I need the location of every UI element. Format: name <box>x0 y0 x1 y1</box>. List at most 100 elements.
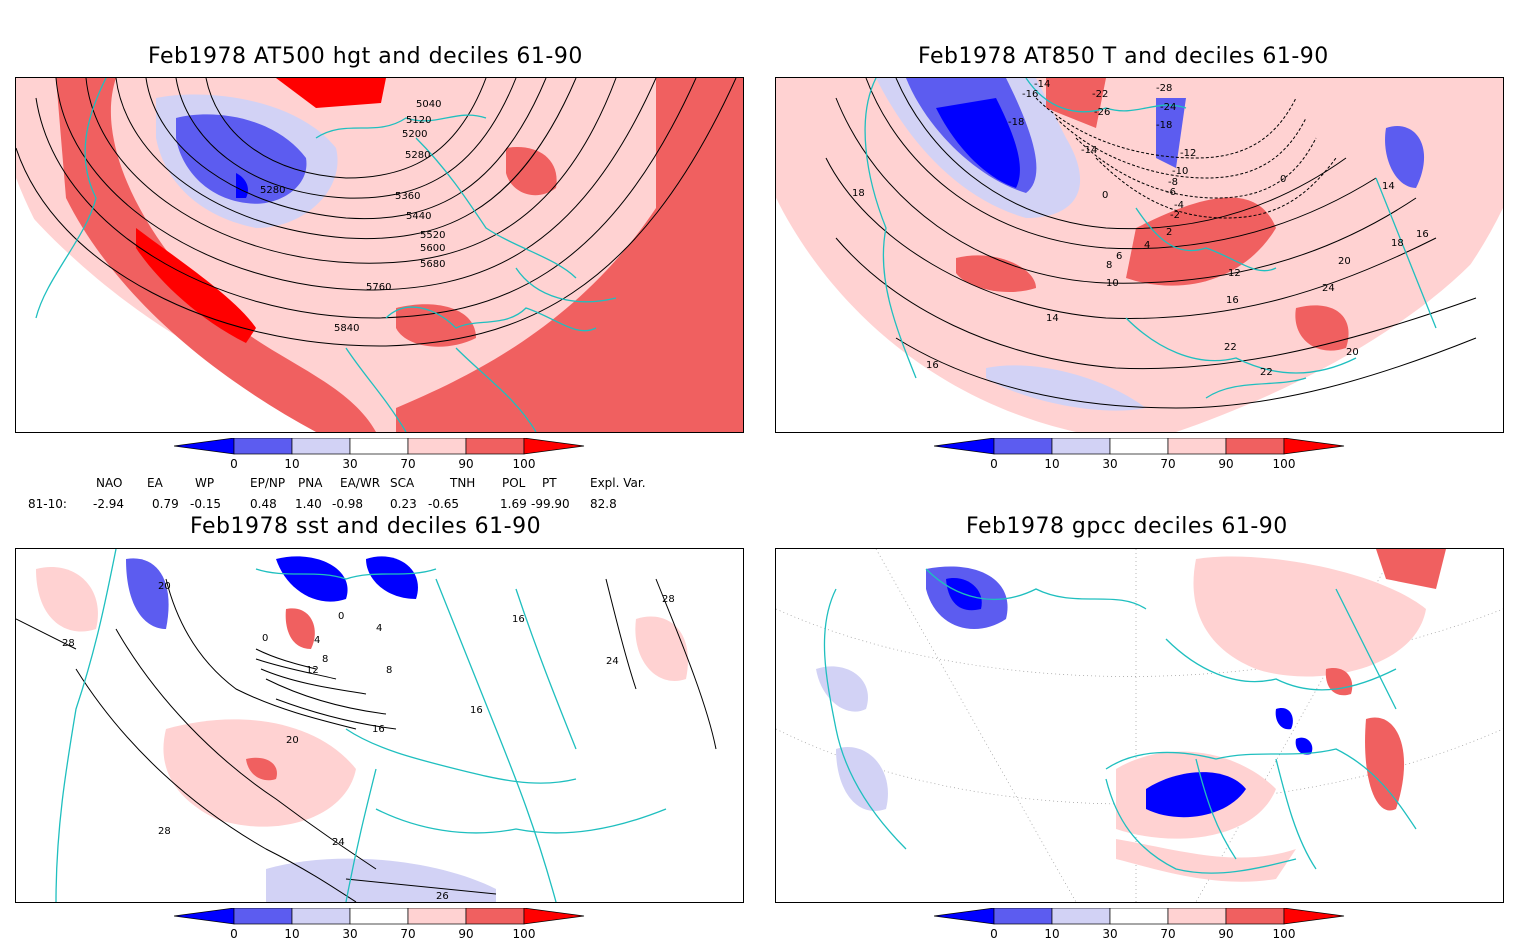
anomaly-shading <box>1295 305 1349 351</box>
index-value-epnp: 0.48 <box>250 497 277 511</box>
contour-label: -2 <box>1170 210 1180 221</box>
index-header-pna: PNA <box>298 476 323 490</box>
hemisphere-edge <box>1276 208 1503 432</box>
colorbar-tick: 0 <box>230 457 238 470</box>
contour-label: -10 <box>1172 166 1188 177</box>
index-value-pna: 1.40 <box>295 497 322 511</box>
contour-label: 5120 <box>406 115 431 126</box>
contour-label: 5600 <box>420 243 445 254</box>
colorbar-tick: 10 <box>284 457 299 470</box>
colorbar-tick: 30 <box>342 457 357 470</box>
contour-label: -8 <box>1168 177 1178 188</box>
contour-label: 20 <box>158 581 171 592</box>
anomaly-shading <box>266 858 496 902</box>
anomaly-shading <box>1295 737 1313 755</box>
panel-title-at850: Feb1978 AT850 T and deciles 61-90 <box>918 44 1329 69</box>
colorbar-tick: 70 <box>1160 457 1175 470</box>
anomaly-shading <box>506 147 557 196</box>
contour-label: 18 <box>1391 238 1404 249</box>
colorbar-tick: 0 <box>230 927 238 940</box>
contour-label: -18 <box>1008 117 1024 128</box>
contour-label: 28 <box>62 638 75 649</box>
contour-label: 16 <box>1226 295 1239 306</box>
colorbar-tick: 70 <box>400 457 415 470</box>
map-panel-at850: -14 -16 -18 -22 -26 -28 -24 -18 -14 -12 … <box>775 77 1504 433</box>
contour-label: 14 <box>1046 313 1059 324</box>
panel-title-gpcc: Feb1978 gpcc deciles 61-90 <box>966 514 1288 539</box>
contour-labels: 5040 5120 5200 5280 5280 5360 5440 5520 … <box>260 99 445 334</box>
contour-label: 5360 <box>395 191 420 202</box>
index-header-eawr: EA/WR <box>340 476 381 490</box>
contour-labels: 20 28 0 4 8 12 16 20 24 28 26 0 4 8 16 2… <box>62 581 675 902</box>
contour-label: 14 <box>1382 181 1395 192</box>
anomaly-shading <box>1376 549 1446 589</box>
contour-label: -14 <box>1081 145 1097 156</box>
index-header-ea: EA <box>147 476 163 490</box>
contour-label: 0 <box>338 611 344 622</box>
anomaly-shading <box>986 365 1146 411</box>
anomaly-shading <box>285 608 315 649</box>
contour-label: 24 <box>332 837 345 848</box>
index-header-epnp: EP/NP <box>250 476 286 490</box>
contour-label: 22 <box>1260 367 1273 378</box>
contour-label: 5520 <box>420 230 445 241</box>
contour-label: 16 <box>926 360 939 371</box>
contour-label: -4 <box>1174 200 1184 211</box>
index-value-pol: 1.69 <box>500 497 527 511</box>
colorbar-bottom-right: 0 10 30 70 90 100 <box>934 908 1345 940</box>
anomaly-shading <box>1193 556 1426 677</box>
contour-label: 28 <box>158 826 171 837</box>
index-header-pol: POL <box>502 476 526 490</box>
contour-label: 8 <box>386 665 392 676</box>
contour-label: -22 <box>1092 89 1108 100</box>
anomaly-shading <box>936 98 1020 188</box>
index-header-sca: SCA <box>390 476 415 490</box>
colorbar-tick: 30 <box>342 927 357 940</box>
contour-label: -28 <box>1156 83 1172 94</box>
contour-label: 24 <box>1322 283 1335 294</box>
colorbar-tick: 0 <box>990 927 998 940</box>
contour-label: 0 <box>1102 190 1108 201</box>
contour-label: 20 <box>1338 256 1351 267</box>
colorbar-top-right: 0 10 30 70 90 100 <box>934 438 1345 470</box>
contour-label: 0 <box>1280 174 1286 185</box>
anomaly-shading <box>276 78 386 108</box>
contour-label: 8 <box>322 654 328 665</box>
colorbar-tick: 10 <box>284 927 299 940</box>
map-panel-at500: 5040 5120 5200 5280 5280 5360 5440 5520 … <box>15 77 744 433</box>
contour-label: 5760 <box>366 282 391 293</box>
contour-label: 22 <box>1224 342 1237 353</box>
anomaly-shading <box>1156 98 1186 168</box>
index-header-nao: NAO <box>96 476 123 490</box>
contour-label: 4 <box>1144 240 1150 251</box>
index-row-label: 81-10: <box>28 497 67 511</box>
colorbar-tick: 10 <box>1044 457 1059 470</box>
contour-label: 2 <box>1166 227 1172 238</box>
contour-label: 4 <box>314 635 320 646</box>
contour-label: 5280 <box>260 185 285 196</box>
anomaly-shading <box>1275 708 1293 730</box>
anomaly-shading <box>176 114 307 204</box>
contour-label: 8 <box>1106 260 1112 271</box>
index-value-eawr: -0.98 <box>332 497 364 511</box>
contour-label: -12 <box>1180 148 1196 159</box>
colorbar-tick: 100 <box>1273 927 1296 940</box>
index-value-pt: -99.90 <box>531 497 570 511</box>
anomaly-shading <box>126 558 169 629</box>
map-panel-sst: 20 28 0 4 8 12 16 20 24 28 26 0 4 8 16 2… <box>15 548 744 903</box>
colorbar-tick: 70 <box>1160 927 1175 940</box>
contour-label: 16 <box>512 614 525 625</box>
panel-title-at500: Feb1978 AT500 hgt and deciles 61-90 <box>148 44 583 69</box>
contour-label: 12 <box>1228 268 1241 279</box>
contour-label: 12 <box>306 665 319 676</box>
contour-label: 28 <box>662 594 675 605</box>
hemisphere-edge <box>16 178 256 432</box>
contour-label: 5200 <box>402 129 427 140</box>
contour-label: 26 <box>436 891 449 902</box>
contour-label: 16 <box>1416 229 1429 240</box>
index-value-nao: -2.94 <box>93 497 125 511</box>
contour-label: 5280 <box>405 150 430 161</box>
anomaly-shading <box>1126 197 1276 286</box>
map-panel-gpcc <box>775 548 1504 903</box>
contour-label: 5680 <box>420 259 445 270</box>
